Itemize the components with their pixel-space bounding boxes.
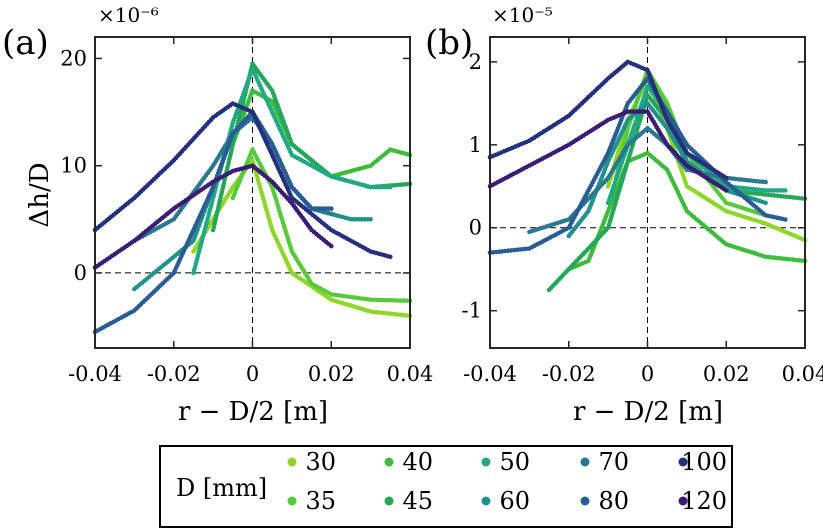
legend-label-45: 45 xyxy=(402,487,433,515)
panel-b-scale-label: ×10⁻⁵ xyxy=(492,3,553,27)
legend-marker-40 xyxy=(384,457,394,467)
panel-a-y-tick-label: 0 xyxy=(74,261,87,285)
legend-marker-60 xyxy=(481,496,491,506)
legend: D [mm] 30 40 50 70 100 35 45 60 80 120 xyxy=(159,445,733,528)
legend-title: D [mm] xyxy=(176,474,267,502)
legend-marker-50 xyxy=(481,457,491,467)
panel-a-plot-area: -0.04 -0.02 0 0.02 0.04 0 10 20 xyxy=(60,36,434,386)
legend-label-30: 30 xyxy=(305,448,336,476)
data-point xyxy=(388,254,393,260)
panel-b-y-tick-label: -1 xyxy=(462,299,482,323)
panel-a-x-tick-label: 0 xyxy=(246,362,259,386)
panel-a-x-tick-label: 0.02 xyxy=(308,362,355,386)
legend-marker-35 xyxy=(287,496,297,506)
panel-b-label: (b) xyxy=(425,23,473,63)
legend-label-60: 60 xyxy=(499,487,530,515)
legend-label-40: 40 xyxy=(402,448,433,476)
panel-a-series-120 xyxy=(92,163,334,270)
data-point xyxy=(763,200,768,206)
panel-b-series-60 xyxy=(566,101,768,239)
panel-b-x-tick-label: -0.02 xyxy=(542,362,596,386)
panel-a-x-tick-label: -0.04 xyxy=(68,362,122,386)
panel-a-x-tick-label: 0.04 xyxy=(387,362,434,386)
legend-marker-45 xyxy=(384,496,394,506)
legend-marker-70 xyxy=(580,457,590,467)
data-point xyxy=(368,217,373,222)
data-point xyxy=(783,188,788,193)
panel-b-y-tick-label: 0 xyxy=(469,216,482,240)
panel-b-x-axis-label: r − D/2 [m] xyxy=(573,397,723,427)
panel-a-x-axis-label: r − D/2 [m] xyxy=(178,397,328,427)
legend-entries: 30 40 50 70 100 35 45 60 80 120 xyxy=(287,448,727,515)
data-point xyxy=(388,184,393,190)
legend-label-100: 100 xyxy=(681,448,727,476)
panel-b-series-100 xyxy=(487,59,729,181)
data-point xyxy=(329,211,334,217)
panel-b-plot-area: -0.04 -0.02 0 0.02 0.04 -1 0 1 2 xyxy=(462,36,823,386)
legend-label-80: 80 xyxy=(598,487,629,515)
data-point xyxy=(329,206,334,211)
panel-b-series-120 xyxy=(487,109,729,193)
data-point xyxy=(783,217,788,222)
data-point xyxy=(763,179,768,185)
panel-a-y-tick-label: 20 xyxy=(60,46,87,70)
panel-a-x-tick-label: -0.02 xyxy=(147,362,201,386)
panel-b-y-tick-label: 1 xyxy=(469,133,482,157)
data-point xyxy=(724,175,729,181)
panel-a-series-100 xyxy=(92,101,393,260)
data-point xyxy=(724,188,729,193)
data-point xyxy=(329,243,334,249)
panel-a-y-tick-label: 10 xyxy=(60,154,87,178)
legend-label-70: 70 xyxy=(598,448,629,476)
panel-a-label: (a) xyxy=(2,23,49,63)
legend-label-120: 120 xyxy=(681,487,727,515)
panel-b-x-tick-label: 0.02 xyxy=(703,362,750,386)
panel-b-x-tick-label: -0.04 xyxy=(463,362,517,386)
panel-a: (a) ×10⁻⁶ Δh/D r − D/2 [m] -0.04 -0.02 0 0.… xyxy=(2,3,433,427)
panel-b-x-tick-label: 0.04 xyxy=(782,362,823,386)
legend-label-35: 35 xyxy=(305,487,336,515)
legend-marker-120 xyxy=(678,496,688,506)
legend-marker-30 xyxy=(287,457,297,467)
panel-a-series-40 xyxy=(230,88,413,179)
legend-marker-80 xyxy=(580,496,590,506)
legend-label-50: 50 xyxy=(499,448,530,476)
panel-a-scale-label: ×10⁻⁶ xyxy=(98,3,159,27)
panel-b: (b) ×10⁻⁵ r − D/2 [m] -0.04 -0.02 0 0.02 0.0… xyxy=(425,3,823,427)
legend-box xyxy=(159,445,733,528)
panel-b-y-tick-label: 2 xyxy=(469,50,482,74)
panel-b-x-tick-label: 0 xyxy=(641,362,654,386)
legend-marker-100 xyxy=(678,457,688,467)
panel-a-series-80 xyxy=(92,109,334,335)
y-axis-label: Δh/D xyxy=(25,162,55,227)
